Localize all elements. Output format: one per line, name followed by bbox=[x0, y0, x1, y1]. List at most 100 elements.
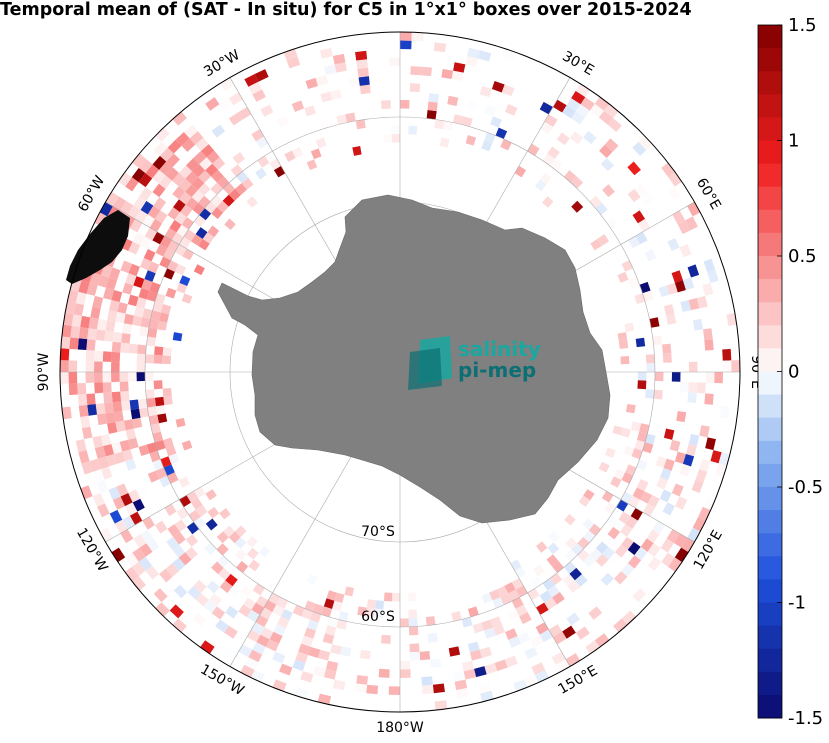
data-cell bbox=[595, 554, 609, 567]
data-cell bbox=[634, 439, 646, 451]
data-cell bbox=[391, 125, 400, 135]
data-cell bbox=[434, 700, 448, 711]
data-cell bbox=[71, 314, 82, 328]
data-cell bbox=[141, 278, 153, 291]
data-cell bbox=[715, 463, 727, 478]
data-cell bbox=[94, 212, 108, 227]
data-cell bbox=[652, 486, 665, 499]
data-cell bbox=[552, 592, 565, 605]
data-cell bbox=[697, 506, 711, 522]
data-cell bbox=[556, 132, 570, 146]
data-cell bbox=[604, 447, 616, 458]
data-cell bbox=[138, 158, 153, 174]
data-cell bbox=[309, 611, 322, 623]
data-cell bbox=[407, 592, 417, 602]
data-cell bbox=[621, 536, 634, 550]
data-cell bbox=[154, 520, 168, 534]
data-cell bbox=[320, 91, 333, 103]
data-cell bbox=[148, 414, 159, 426]
data-cell bbox=[145, 565, 160, 580]
colorbar-segment bbox=[758, 648, 782, 673]
data-cell bbox=[92, 492, 105, 507]
data-cell bbox=[330, 89, 342, 100]
data-cell bbox=[111, 391, 122, 403]
data-cell bbox=[169, 219, 182, 233]
data-cell bbox=[152, 431, 164, 443]
data-cell bbox=[132, 153, 147, 168]
data-cell bbox=[667, 186, 682, 201]
data-cell bbox=[129, 399, 140, 410]
data-cell bbox=[430, 658, 442, 668]
data-cell bbox=[688, 297, 700, 311]
data-cell bbox=[152, 459, 164, 471]
data-cell bbox=[248, 81, 263, 95]
data-cell bbox=[626, 403, 636, 414]
data-cell bbox=[232, 151, 246, 165]
colorbar-segment bbox=[758, 417, 782, 442]
data-cell bbox=[613, 468, 626, 481]
data-cell bbox=[89, 458, 101, 472]
data-cell bbox=[569, 567, 583, 581]
data-cell bbox=[515, 604, 528, 617]
data-cell bbox=[68, 372, 78, 384]
data-cell bbox=[251, 622, 265, 635]
data-cell bbox=[461, 617, 473, 628]
data-cell bbox=[206, 150, 220, 164]
data-cell bbox=[313, 666, 326, 678]
data-cell bbox=[94, 372, 103, 383]
data-cell bbox=[172, 618, 187, 633]
data-cell bbox=[77, 338, 88, 351]
data-cell bbox=[663, 428, 675, 440]
data-cell bbox=[216, 531, 229, 544]
data-cell bbox=[595, 541, 609, 555]
data-cell bbox=[122, 515, 135, 530]
data-cell bbox=[125, 458, 137, 471]
data-cell bbox=[160, 456, 172, 468]
data-cell bbox=[154, 210, 168, 224]
data-cell bbox=[132, 315, 143, 327]
data-cell bbox=[504, 655, 518, 668]
data-cell bbox=[722, 348, 732, 361]
data-cell bbox=[583, 530, 596, 543]
data-cell bbox=[315, 137, 327, 149]
data-cell bbox=[571, 543, 584, 556]
data-cell bbox=[78, 450, 90, 464]
data-cell bbox=[687, 264, 700, 278]
data-cell bbox=[146, 538, 160, 552]
data-cell bbox=[704, 393, 714, 405]
data-cell bbox=[571, 111, 585, 125]
data-cell bbox=[465, 99, 478, 111]
data-cell bbox=[135, 486, 148, 499]
data-cell bbox=[620, 524, 633, 537]
data-cell bbox=[366, 684, 379, 695]
data-cell bbox=[206, 580, 220, 594]
data-cell bbox=[137, 398, 148, 409]
data-cell bbox=[577, 536, 590, 550]
data-cell bbox=[152, 183, 166, 198]
colorbar-segment bbox=[758, 163, 782, 188]
data-cell bbox=[673, 533, 688, 548]
data-cell bbox=[298, 643, 311, 655]
data-cell bbox=[119, 372, 129, 382]
data-cell bbox=[454, 679, 468, 691]
data-cell bbox=[677, 220, 691, 235]
data-cell bbox=[125, 273, 137, 286]
data-cell bbox=[494, 659, 508, 672]
longitude-label: 180°W bbox=[376, 720, 424, 736]
data-cell bbox=[140, 317, 151, 328]
data-cell bbox=[127, 294, 139, 307]
data-cell bbox=[366, 599, 377, 609]
data-cell bbox=[236, 171, 249, 184]
data-cell bbox=[636, 479, 649, 492]
data-cell bbox=[104, 330, 114, 342]
data-cell bbox=[291, 100, 305, 112]
data-cell bbox=[703, 258, 716, 273]
data-cell bbox=[200, 144, 215, 158]
data-cell bbox=[146, 336, 156, 347]
data-cell bbox=[248, 649, 263, 663]
data-cell bbox=[240, 664, 255, 678]
data-cell bbox=[671, 483, 684, 497]
data-cell bbox=[400, 40, 412, 50]
data-cell bbox=[627, 161, 641, 176]
data-cell bbox=[68, 360, 78, 372]
